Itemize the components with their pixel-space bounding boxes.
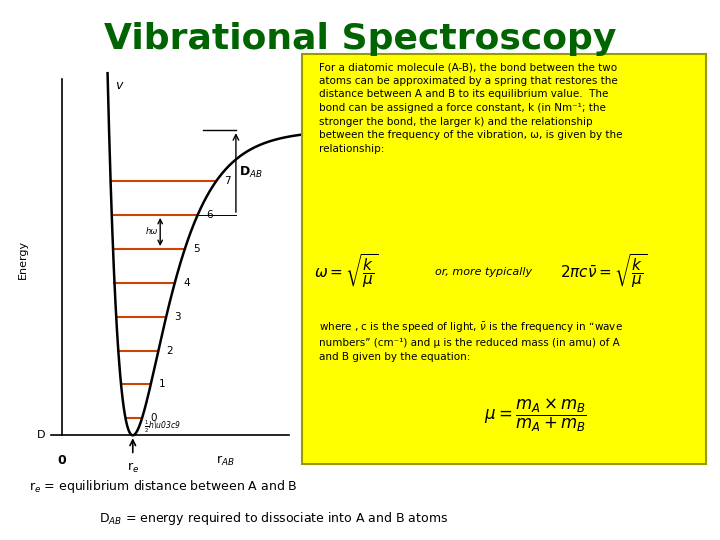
- Text: D$_{AB}$ = energy required to dissociate into A and B atoms: D$_{AB}$ = energy required to dissociate…: [99, 510, 448, 527]
- FancyBboxPatch shape: [302, 54, 706, 464]
- Text: $\omega = \sqrt{\dfrac{k}{\mu}}$: $\omega = \sqrt{\dfrac{k}{\mu}}$: [315, 253, 379, 291]
- Text: 5: 5: [193, 244, 199, 254]
- Text: where , c is the speed of light, $\bar{\nu}$ is the frequency in “wave
numbers” : where , c is the speed of light, $\bar{\…: [318, 321, 623, 362]
- Text: $\mu = \dfrac{m_A \times m_B}{m_A + m_B}$: $\mu = \dfrac{m_A \times m_B}{m_A + m_B}…: [484, 396, 587, 434]
- Text: 7: 7: [225, 176, 231, 186]
- Text: 4: 4: [183, 278, 189, 288]
- Text: 2: 2: [166, 346, 174, 356]
- Text: 0: 0: [58, 454, 66, 467]
- Text: 1: 1: [159, 380, 166, 389]
- Text: Energy: Energy: [18, 240, 28, 279]
- Text: $2\pi c\bar{\nu} = \sqrt{\dfrac{k}{\mu}}$: $2\pi c\bar{\nu} = \sqrt{\dfrac{k}{\mu}}…: [560, 253, 647, 291]
- Text: r$_e$ = equilibrium distance between A and B: r$_e$ = equilibrium distance between A a…: [29, 478, 297, 495]
- Text: D: D: [37, 430, 45, 440]
- Text: r$_{AB}$: r$_{AB}$: [217, 454, 235, 468]
- Text: hω: hω: [145, 227, 158, 237]
- Text: r$_e$: r$_e$: [127, 461, 139, 475]
- Text: Vibrational Spectroscopy: Vibrational Spectroscopy: [104, 22, 616, 56]
- Text: or, more typically: or, more typically: [436, 267, 533, 276]
- Text: 0: 0: [150, 414, 157, 423]
- Text: For a diatomic molecule (A-B), the bond between the two
atoms can be approximate: For a diatomic molecule (A-B), the bond …: [318, 62, 622, 154]
- Text: $\frac{1}{2}$h\u03c9: $\frac{1}{2}$h\u03c9: [144, 419, 181, 435]
- Text: 3: 3: [174, 312, 181, 322]
- Text: D$_{AB}$: D$_{AB}$: [238, 165, 263, 180]
- Text: v: v: [115, 79, 123, 92]
- Text: 6: 6: [206, 210, 212, 220]
